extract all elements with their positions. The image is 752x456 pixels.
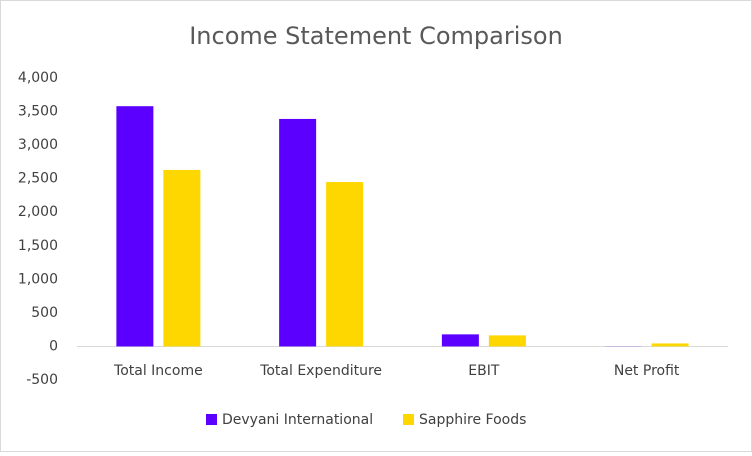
bar — [489, 335, 526, 346]
legend-swatch — [403, 414, 414, 425]
y-tick-label: 0 — [49, 338, 58, 354]
bar — [163, 170, 200, 347]
legend-label: Devyani International — [222, 412, 373, 428]
y-tick-label: 1,000 — [18, 271, 58, 287]
y-tick-label: 3,500 — [18, 104, 58, 120]
y-tick-label: 2,000 — [18, 204, 58, 220]
x-tick-label: EBIT — [468, 363, 500, 379]
bar — [652, 343, 689, 346]
x-tick-label: Total Income — [113, 363, 203, 379]
y-tick-label: 500 — [31, 305, 58, 321]
y-tick-label: 1,500 — [18, 238, 58, 254]
x-tick-label: Total Expenditure — [259, 363, 382, 379]
x-tick-label: Net Profit — [614, 363, 680, 379]
chart-title: Income Statement Comparison — [189, 22, 563, 50]
bar — [116, 106, 153, 346]
y-tick-label: -500 — [26, 372, 58, 388]
legend-swatch — [206, 414, 217, 425]
y-tick-label: 4,000 — [18, 70, 58, 86]
bar — [326, 182, 363, 346]
y-tick-label: 2,500 — [18, 171, 58, 187]
y-tick-label: 3,000 — [18, 137, 58, 153]
bar — [279, 119, 316, 347]
bar — [442, 334, 479, 346]
legend-label: Sapphire Foods — [419, 412, 526, 428]
